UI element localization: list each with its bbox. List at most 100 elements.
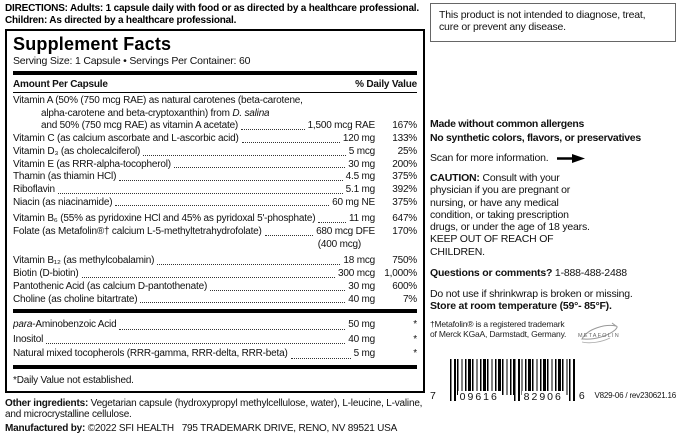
nutrient-line: Inositol 40 mg * — [13, 333, 417, 348]
questions-phone: 1-888-488-2488 — [552, 267, 627, 280]
caution-text: CAUTION: Consult with your physician if … — [430, 172, 592, 233]
dot-leader — [290, 357, 351, 359]
dot-leader — [115, 205, 330, 207]
dot-leader — [264, 234, 314, 236]
nutrient-daily-value: 375% — [392, 171, 417, 183]
nutrient-line: Vitamin C (as calcium ascorbate and L-as… — [13, 133, 417, 146]
barcode-digits-group2: 82906 — [521, 390, 565, 403]
keep-out-of-reach-text: KEEP OUT OF REACH OF CHILDREN. — [430, 233, 554, 258]
scan-info-text: Scan for more information. — [430, 152, 549, 164]
nutrient-amount: 40 mg — [348, 333, 375, 345]
nutrient-amount: 120 mg — [342, 133, 375, 145]
nutrient-daily-value: * — [413, 348, 417, 360]
nutrient-line: (400 mcg) — [13, 239, 417, 252]
dot-leader — [241, 129, 305, 131]
nutrient-line: Vitamin E (as RRR-alpha-tocopherol) 30 mg… — [13, 159, 417, 172]
manufactured-by-text: ©2022 SFI HEALTH 795 TRADEMARK DRIVE, RE… — [85, 422, 398, 434]
directions-text: DIRECTIONS: Adults: 1 capsule daily with… — [5, 3, 425, 26]
trademark-line1: †Metafolin® is a registered trademark — [430, 318, 565, 329]
nutrient-line: Vitamin B₆ (55% as pyridoxine HCl and 45… — [13, 213, 417, 226]
nutrient-name: Natural mixed tocopherols (RRR-gamma, RR… — [13, 348, 288, 360]
serving-size-line: Serving Size: 1 Capsule • Servings Per C… — [13, 55, 251, 67]
nutrient-amount: 5.1 mg — [345, 183, 376, 195]
claim-synthetic: No synthetic colors, flavors, or preserv… — [430, 131, 641, 144]
nutrient-amount: 1,500 mcg RAE — [307, 120, 376, 132]
manufactured-by-label: Manufactured by: — [5, 422, 86, 434]
dot-leader — [140, 302, 346, 304]
nutrient-amount: 4.5 mg — [345, 171, 376, 183]
nutrient-amount: 11 mg — [348, 213, 375, 225]
revision-code: V829-06 / rev230621.16 — [594, 390, 677, 400]
dot-leader — [46, 343, 346, 345]
svg-text:METAFOLIN: METAFOLIN — [578, 333, 620, 339]
thick-divider — [13, 71, 417, 75]
nutrient-rows: Vitamin A (50% (750 mcg RAE) as natural … — [13, 93, 417, 306]
label-left-column: DIRECTIONS: Adults: 1 capsule daily with… — [5, 3, 425, 435]
nutrient-daily-value: * — [413, 333, 417, 345]
dot-leader — [57, 192, 343, 194]
thick-divider — [13, 309, 417, 314]
scan-info-line: Scan for more information. — [430, 152, 676, 164]
supplement-facts-panel: Supplement Facts Serving Size: 1 Capsule… — [5, 29, 425, 393]
dot-leader — [210, 289, 346, 291]
barcode-bars — [449, 358, 575, 395]
nutrient-daily-value: 170% — [392, 226, 417, 238]
nutrient-daily-value: 750% — [392, 255, 417, 267]
nutrient-name: Vitamin D₃ (as cholecalciferol) — [13, 145, 141, 157]
nutrient-amount: 300 mcg — [338, 268, 375, 280]
dot-leader — [157, 264, 341, 266]
dot-leader — [119, 328, 346, 330]
nutrient-daily-value: 1,000% — [384, 268, 417, 280]
directions-label: DIRECTIONS: — [5, 3, 68, 14]
nutrient-amount: 50 mg — [348, 319, 375, 331]
nutrient-line: Thamin (as thiamin HCl) 4.5 mg 375% — [13, 171, 417, 184]
nutrient-line: Choline (as choline bitartrate) 40 mg 7% — [13, 294, 417, 307]
nutrient-line: Pantothenic Acid (as calcium D-pantothen… — [13, 281, 417, 294]
barcode-guard-right — [568, 358, 575, 401]
nutrient-rows-no-dv: para-Aminobenzoic Acid 50 mg * Inositol 40 m… — [13, 316, 417, 362]
thick-divider — [13, 364, 417, 369]
nutrient-daily-value: 647% — [392, 213, 417, 225]
nutrient-daily-value: 167% — [392, 120, 417, 132]
barcode-guard-left — [449, 358, 456, 401]
daily-value-footnote: *Daily Value not established. — [13, 374, 134, 386]
nutrient-line: Vitamin D₃ (as cholecalciferol) 5 mcg 25% — [13, 146, 417, 159]
nutrient-line: Vitamin A (50% (750 mcg RAE) as natural … — [13, 95, 417, 108]
nutrient-line: alpha-carotene and beta-cryptoxanthin) f… — [13, 108, 417, 121]
barcode-right-digit: 6 — [578, 389, 585, 402]
nutrient-line: and 50% (750 mcg RAE) as vitamin A aceta… — [13, 120, 417, 133]
dot-leader — [119, 179, 343, 181]
nutrient-daily-value: 25% — [397, 145, 418, 157]
nutrient-line: Folate (as Metafolin®† calcium L-5-methy… — [13, 226, 417, 239]
trademark-row: †Metafolin® is a registered trademark of… — [430, 319, 676, 348]
dot-leader — [241, 141, 340, 143]
storage-instructions: Store at room temperature (59°- 85°F). — [430, 300, 612, 313]
nutrient-amount: 60 mg NE — [332, 196, 375, 208]
nutrient-name: Pantothenic Acid (as calcium D-pantothen… — [13, 280, 208, 292]
dot-leader — [318, 222, 346, 224]
nutrient-amount: 40 mg — [348, 293, 375, 305]
directions-body: Adults: 1 capsule daily with food or as … — [5, 3, 419, 26]
barcode-digits-group1: 09616 — [457, 390, 501, 403]
amount-per-capsule-header: Amount Per Capsule — [13, 79, 108, 90]
other-ingredients-label: Other ingredients: — [5, 397, 89, 409]
barcode-guard-middle — [513, 358, 520, 401]
shrinkwrap-warning: Do not use if shrinkwrap is broken or mi… — [430, 288, 633, 301]
questions-label: Questions or comments? — [430, 267, 553, 280]
other-ingredients-text: Vegetarian capsule (hydroxypropyl methyl… — [5, 397, 423, 421]
nutrient-name: Biotin (D-biotin) — [13, 268, 79, 280]
other-ingredients: Other ingredients: Vegetarian capsule (h… — [5, 398, 425, 421]
questions-line: Questions or comments? 1-888-488-2488 — [430, 267, 676, 279]
nutrient-name: Vitamin A (50% (750 mcg RAE) as natural … — [13, 95, 303, 106]
nutrient-daily-value: 200% — [392, 158, 417, 170]
fda-disclaimer-box: This product is not intended to diagnose… — [430, 3, 676, 42]
nutrient-line: Natural mixed tocopherols (RRR-gamma, RR… — [13, 347, 417, 362]
nutrient-name: Vitamin C (as calcium ascorbate and L-as… — [13, 133, 239, 145]
dot-leader — [143, 154, 346, 156]
upc-barcode: 09616 82906 — [449, 358, 575, 403]
nutrient-name: Choline (as choline bitartrate) — [13, 293, 138, 305]
dot-leader — [173, 167, 346, 169]
caution-label: CAUTION: — [430, 172, 480, 184]
metafolin-leaf-logo: METAFOLIN — [578, 322, 620, 343]
nutrient-name: Folate (as Metafolin®† calcium L-5-methy… — [13, 226, 262, 238]
